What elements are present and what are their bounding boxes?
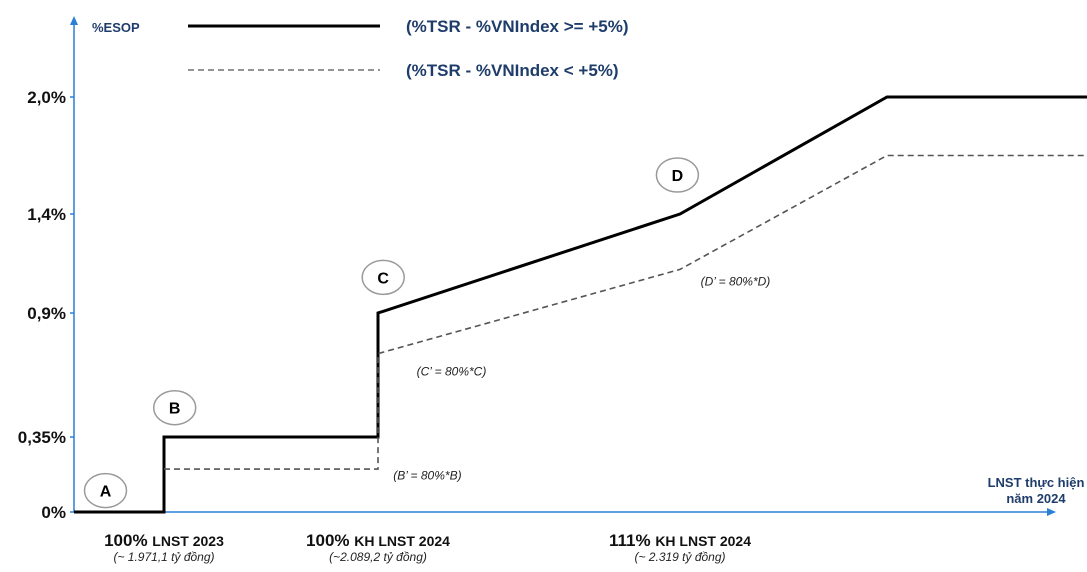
point-label-a: A <box>100 484 112 501</box>
annotation-group: (B’ = 80%*B) (C’ = 80%*C) (D’ = 80%*D) <box>393 274 770 482</box>
annotation-label: (D’ = 80%*D) <box>701 274 771 288</box>
x-axis-title-line: năm 2024 <box>1006 491 1066 506</box>
y-tick-label: 0% <box>41 503 66 522</box>
y-axis-title: %ESOP <box>92 20 140 35</box>
point-label-c: C <box>377 270 389 287</box>
series-group <box>74 95 1087 514</box>
point-label-circle <box>83 472 128 509</box>
x-tick-sublabel: (~ 2.319 tỷ đồng) <box>634 550 725 564</box>
legend-label: (%TSR - %VNIndex < +5%) <box>406 61 619 80</box>
annotation-label: (B’ = 80%*B) <box>393 469 461 483</box>
point-label-b: B <box>169 401 181 418</box>
y-tick-label: 0,9% <box>27 304 66 323</box>
point-label-circle <box>655 157 700 193</box>
series-line-solid <box>74 95 1087 514</box>
x-tick-label: 111% KH LNST 2024 <box>609 531 751 550</box>
point-label-circle <box>152 389 197 426</box>
legend-group: (%TSR - %VNIndex >= +5%) (%TSR - %VNIndex… <box>188 17 628 80</box>
y-tick-label: 0,35% <box>18 428 66 447</box>
x-tick-label: 100% LNST 2023 <box>104 531 224 550</box>
annotation-label: (C’ = 80%*C) <box>417 365 487 379</box>
tick-group: 0% 0,35% 0,9% 1,4% 2,0% 100% LNST 2023(~ 1.97… <box>18 88 751 564</box>
y-tick-label: 1,4% <box>27 205 66 224</box>
x-tick-sublabel: (~2.089,2 tỷ đồng) <box>329 550 427 564</box>
x-tick-label: 100% KH LNST 2024 <box>306 531 450 550</box>
series-line-dashed <box>164 154 1087 470</box>
legend-label: (%TSR - %VNIndex >= +5%) <box>406 17 628 36</box>
x-tick-sublabel: (~ 1.971,1 tỷ đồng) <box>113 550 214 564</box>
y-tick-label: 2,0% <box>27 88 66 107</box>
point-label-circle <box>361 259 405 296</box>
point-label-d: D <box>672 168 684 185</box>
point-label-group: A B C D <box>83 157 700 509</box>
x-axis-title-line: LNST thực hiện <box>988 475 1085 490</box>
